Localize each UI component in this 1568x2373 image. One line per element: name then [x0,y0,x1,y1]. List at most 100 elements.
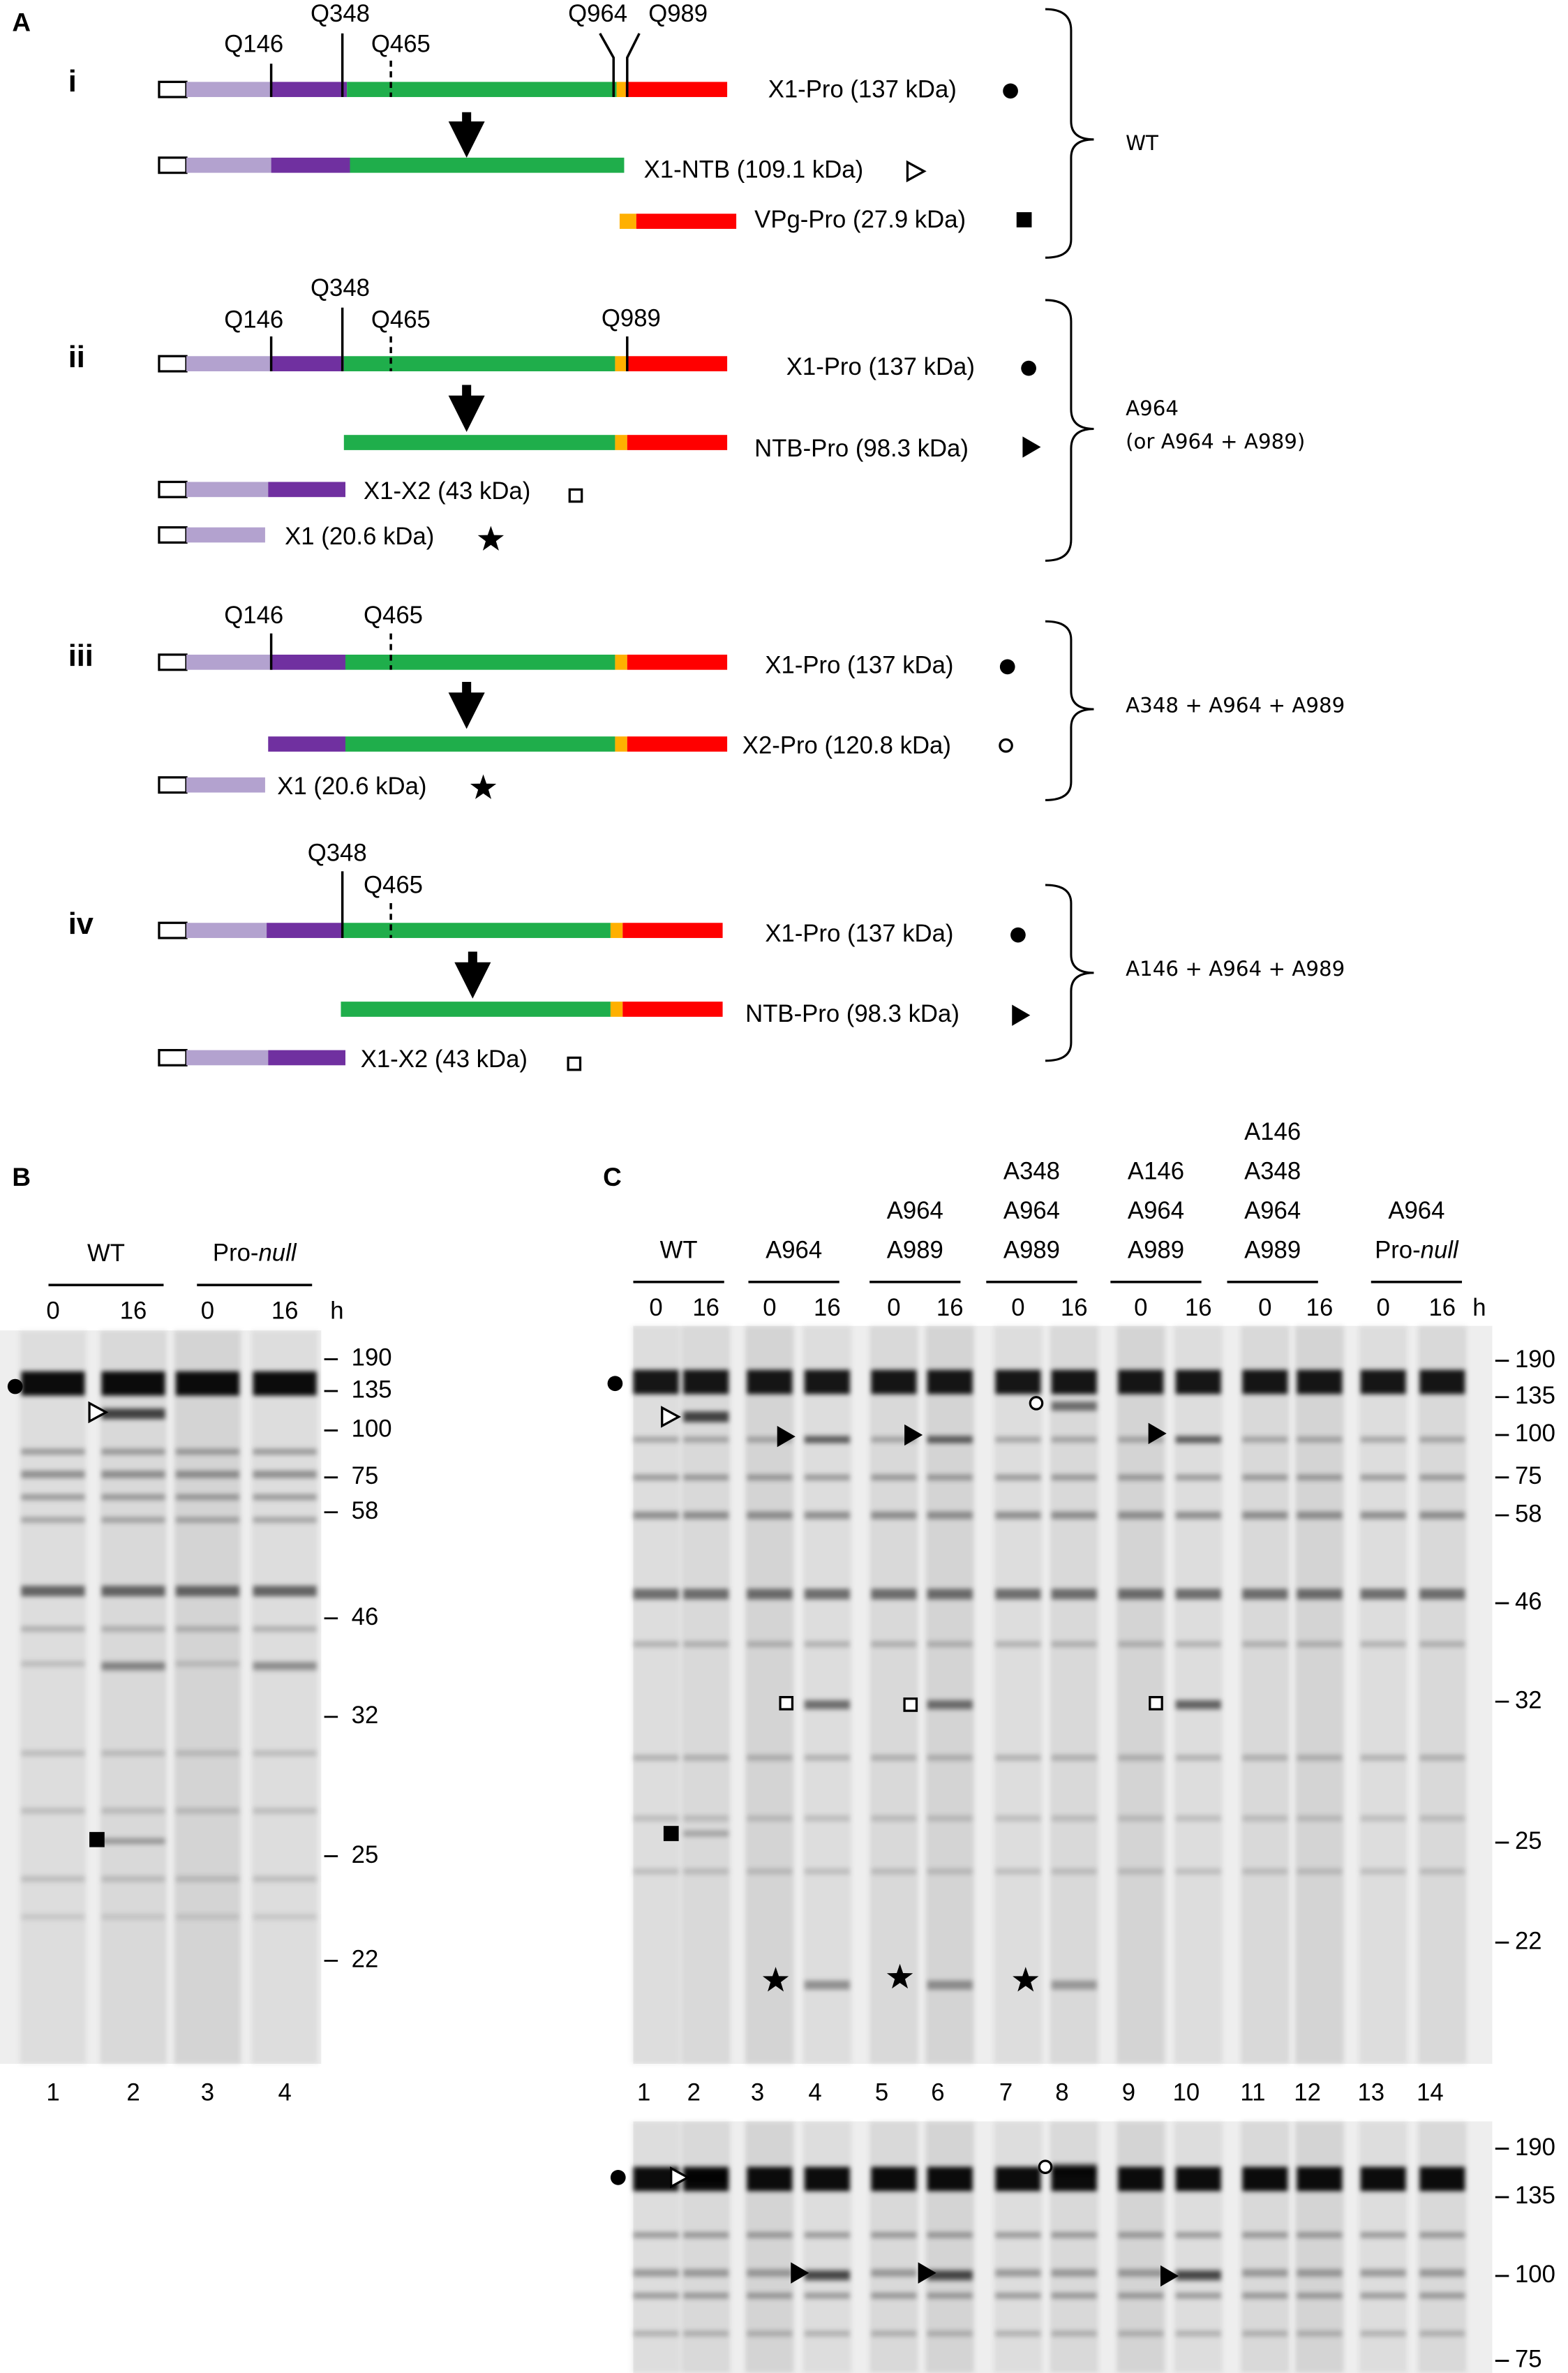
band [1051,1474,1097,1481]
marker-label: 32 [1515,1687,1542,1713]
group-label: A348 [1003,1159,1060,1185]
band [1297,1755,1343,1761]
lane [174,1330,241,2065]
lane-number: 9 [1122,2080,1135,2106]
domain-vpg [615,654,627,670]
band [1175,1511,1221,1519]
lane [1117,1325,1165,2065]
marker-label: 75 [1515,2346,1542,2373]
band [1297,2166,1343,2192]
band [1175,1589,1221,1600]
band [1360,1436,1406,1443]
band [1175,2166,1221,2192]
band [927,1755,973,1761]
band [1051,1755,1097,1761]
band [683,1868,729,1875]
bracket [1045,299,1094,562]
band [1242,2166,1288,2192]
band [253,1371,317,1396]
time-label: 16 [120,1297,147,1324]
symbol-triangle [904,1424,923,1446]
band [101,1586,165,1597]
site-label: Q348 [311,1,370,27]
band [804,2330,850,2337]
band [101,1371,165,1396]
band [21,1471,85,1478]
band [1175,1815,1221,1822]
lane [994,1325,1043,2065]
construct-numeral: iv [68,907,94,941]
band [253,1750,317,1757]
band [1051,1868,1097,1875]
band [175,1586,240,1597]
band [871,2166,917,2192]
band [804,1641,850,1647]
domain-ntb [342,923,611,938]
site-label: Q348 [308,840,367,867]
lane-number: 3 [201,2080,214,2106]
domain-x2 [271,356,344,371]
band [927,1589,973,1600]
lane [1050,1325,1098,2065]
lane [869,1325,918,2065]
product-label: X1-Pro (137 kDa) [765,653,953,679]
band [1242,1474,1288,1481]
band [683,1589,729,1600]
tag [158,921,188,939]
lane [802,1325,852,2065]
band [253,1471,317,1478]
band [1297,2330,1343,2337]
construct-numeral: iii [68,639,94,673]
site-label: Q146 [224,307,283,334]
time-label: 16 [1185,1295,1212,1321]
domain-x2 [268,736,345,752]
band [1242,1641,1288,1647]
band [1297,1369,1343,1394]
band [995,1755,1041,1761]
time-label: 0 [887,1295,900,1321]
domain-x2 [271,157,350,173]
marker-label: 100 [352,1416,392,1443]
band [1242,1369,1288,1394]
band [1242,1815,1288,1822]
band [633,1474,679,1481]
domain-ntb [350,157,625,173]
band [1297,1868,1343,1875]
band [927,2166,973,2192]
band [21,1586,85,1597]
band [1051,2269,1097,2277]
tag [158,355,188,373]
band [927,1815,973,1822]
mutation-label: WT [1126,131,1158,155]
band [747,2330,793,2337]
band [1175,1755,1221,1761]
band [1360,1589,1406,1600]
band [995,1511,1041,1519]
time-label: 0 [1258,1295,1271,1321]
group-label: A989 [1003,1237,1060,1264]
group-label: WT [660,1237,698,1264]
domain-x1 [186,482,269,498]
lane-number: 1 [637,2080,650,2106]
band [804,1436,850,1443]
lane [925,1325,974,2065]
lane-number: 3 [751,2080,764,2106]
symbol-triangle [777,1426,796,1448]
site-label: Q146 [224,31,283,57]
band [633,2232,679,2238]
lane-number: 8 [1055,2080,1068,2106]
gel-bands [632,2121,1467,2373]
lane-number: 4 [278,2080,291,2106]
band [101,1471,165,1478]
domain-x1 [186,777,265,793]
site-label: Q348 [311,275,370,302]
marker-label: 100 [1515,1420,1555,1447]
band [804,1980,850,1990]
band [101,1662,165,1671]
symbol-circle [999,659,1015,675]
construct-numeral: ii [68,341,85,374]
band [747,1474,793,1481]
lane [20,1330,87,2065]
symbol-star [477,526,505,551]
